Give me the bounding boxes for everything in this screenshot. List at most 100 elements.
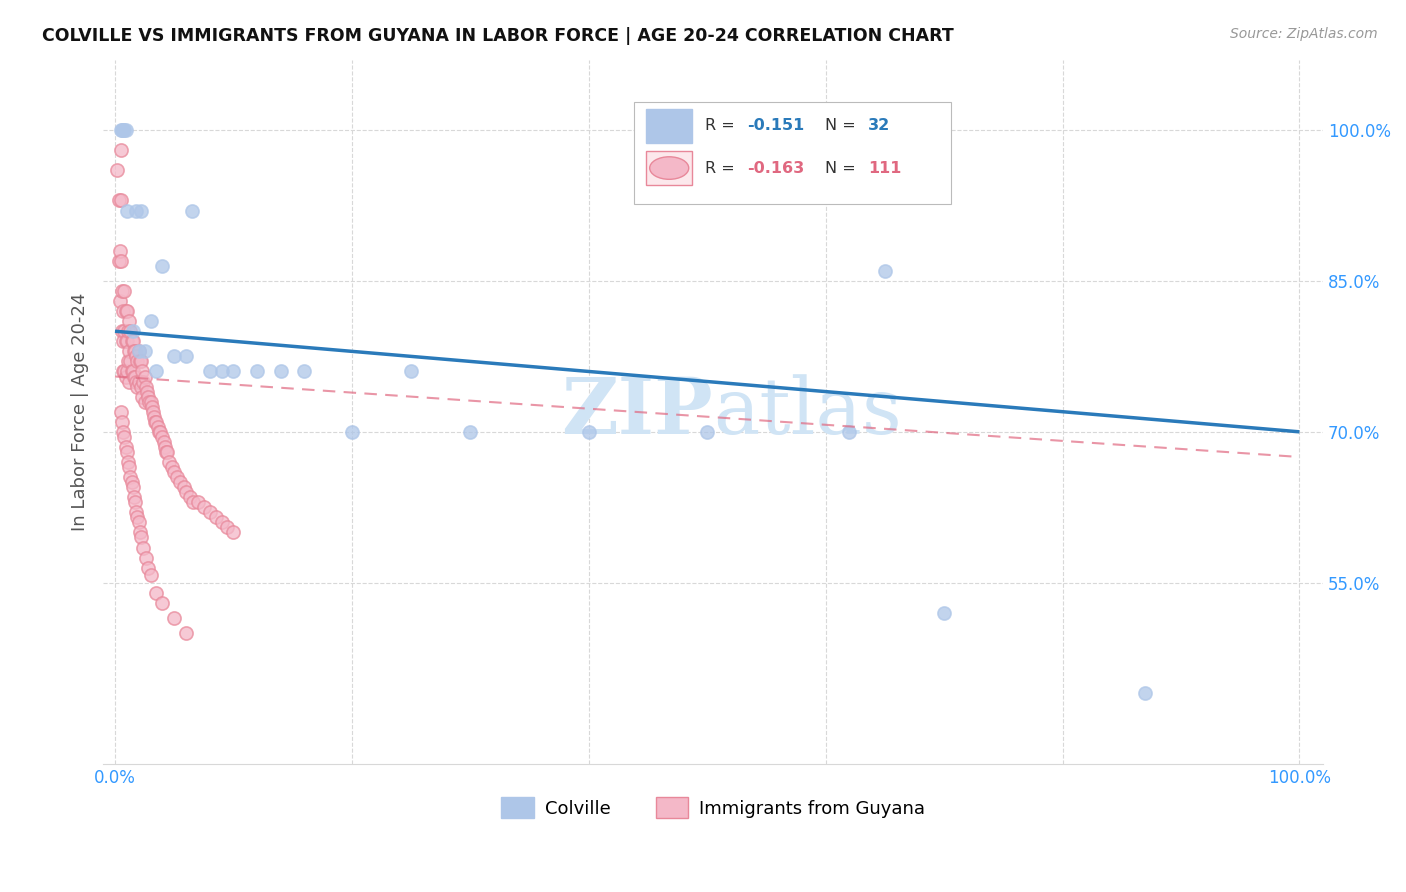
Point xyxy=(111,284,134,298)
Point xyxy=(125,203,148,218)
Point xyxy=(112,364,135,378)
Point xyxy=(128,375,150,389)
Point xyxy=(166,470,188,484)
Text: N =: N = xyxy=(825,119,862,133)
Point xyxy=(838,425,860,439)
Text: -0.151: -0.151 xyxy=(748,119,804,133)
Point xyxy=(198,364,221,378)
Point xyxy=(128,344,150,359)
Point xyxy=(181,495,204,509)
Text: atlas: atlas xyxy=(713,374,901,450)
Point xyxy=(146,419,169,434)
Point xyxy=(131,390,153,404)
Point xyxy=(174,626,197,640)
Point xyxy=(110,405,132,419)
Point xyxy=(114,304,136,318)
Point xyxy=(163,465,186,479)
Point xyxy=(294,364,316,378)
Point xyxy=(173,480,195,494)
Text: -0.163: -0.163 xyxy=(748,161,804,176)
Text: ZIP: ZIP xyxy=(561,374,713,450)
Point xyxy=(136,390,159,404)
Point xyxy=(150,259,173,273)
Point xyxy=(110,194,132,208)
Point xyxy=(115,334,138,349)
Point xyxy=(115,364,138,378)
Point xyxy=(159,455,181,469)
Point xyxy=(222,364,245,378)
Point xyxy=(211,364,233,378)
Point xyxy=(139,394,162,409)
Point xyxy=(121,324,143,338)
Point xyxy=(128,354,150,368)
Point xyxy=(179,490,201,504)
Point xyxy=(114,364,136,378)
Point xyxy=(111,324,134,338)
Point xyxy=(124,344,146,359)
Point xyxy=(117,324,139,338)
Point xyxy=(145,364,167,378)
Point xyxy=(127,379,149,393)
Point xyxy=(135,379,157,393)
Point xyxy=(148,425,170,439)
Point xyxy=(163,611,186,625)
Point xyxy=(181,203,204,218)
Point xyxy=(211,516,233,530)
Point xyxy=(122,490,145,504)
Point xyxy=(187,495,209,509)
Point xyxy=(132,541,155,555)
Point xyxy=(150,596,173,610)
Y-axis label: In Labor Force | Age 20-24: In Labor Force | Age 20-24 xyxy=(72,293,89,531)
Point xyxy=(110,253,132,268)
Point xyxy=(160,460,183,475)
Point xyxy=(121,364,143,378)
Point xyxy=(141,400,163,414)
Point xyxy=(114,123,136,137)
Point xyxy=(118,314,141,328)
Point xyxy=(578,425,600,439)
Text: 111: 111 xyxy=(868,161,901,176)
Point xyxy=(112,334,135,349)
Point xyxy=(696,425,718,439)
Point xyxy=(142,405,165,419)
Point xyxy=(114,369,136,384)
Point xyxy=(139,567,162,582)
Point xyxy=(143,415,166,429)
Point xyxy=(169,475,191,490)
Point xyxy=(120,470,142,484)
Point xyxy=(111,415,134,429)
FancyBboxPatch shape xyxy=(634,102,950,204)
Point xyxy=(125,375,148,389)
Point xyxy=(134,394,156,409)
Point xyxy=(114,440,136,454)
Point xyxy=(115,203,138,218)
Point xyxy=(131,364,153,378)
Point xyxy=(149,425,172,439)
Point xyxy=(115,445,138,459)
Point xyxy=(204,510,226,524)
Point xyxy=(117,455,139,469)
Point xyxy=(153,440,176,454)
Point xyxy=(163,350,186,364)
Point xyxy=(150,430,173,444)
Point xyxy=(128,516,150,530)
Point xyxy=(117,354,139,368)
Circle shape xyxy=(650,157,689,179)
Point xyxy=(118,344,141,359)
Point xyxy=(121,475,143,490)
Point xyxy=(121,334,143,349)
Point xyxy=(129,354,152,368)
Point xyxy=(270,364,292,378)
Point xyxy=(124,369,146,384)
Point xyxy=(873,264,896,278)
Point xyxy=(155,445,177,459)
Point xyxy=(114,430,136,444)
Point xyxy=(136,384,159,399)
Point xyxy=(139,314,162,328)
Point xyxy=(399,364,422,378)
Point xyxy=(174,485,197,500)
Point xyxy=(152,434,174,449)
Point xyxy=(136,560,159,574)
Point xyxy=(120,324,142,338)
Point xyxy=(114,324,136,338)
